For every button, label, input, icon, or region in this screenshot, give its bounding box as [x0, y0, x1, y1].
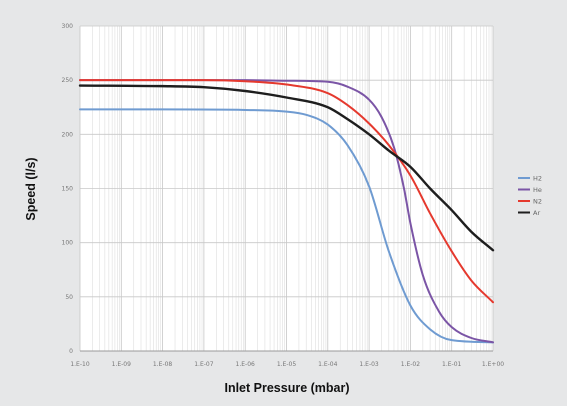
y-tick-labels: 0 50 100 150 200 250 300: [62, 23, 74, 355]
legend-label-h2: H2: [533, 174, 542, 182]
legend-label-he: He: [533, 186, 542, 194]
y-tick-label: 50: [65, 294, 73, 301]
y-tick-label: 150: [62, 186, 74, 193]
legend: H2 He N2 Ar: [518, 174, 542, 217]
y-axis-title: Speed (l/s): [24, 157, 38, 220]
x-tick-label: 1.E-05: [277, 361, 296, 368]
x-tick-label: 1.E-07: [194, 361, 213, 368]
y-tick-label: 300: [62, 23, 74, 30]
x-tick-label: 1.E-08: [153, 361, 172, 368]
x-tick-labels: 1.E-10 1.E-09 1.E-08 1.E-07 1.E-06 1.E-05 1.E-…: [70, 361, 504, 368]
y-tick-label: 200: [62, 131, 74, 138]
x-tick-label: 1.E-02: [401, 361, 420, 368]
series-line-he: [79, 79, 494, 344]
x-tick-label: 1.E-09: [112, 361, 131, 368]
x-tick-label: 1.E-01: [442, 361, 461, 368]
series-line-n2: [79, 79, 494, 304]
series-lines: [78, 79, 495, 344]
x-tick-label: 1.E-03: [359, 361, 378, 368]
legend-label-n2: N2: [533, 197, 542, 205]
series-line-h2: [79, 108, 494, 344]
x-tick-label: 1.E-10: [70, 361, 89, 368]
x-tick-label: 1.E+00: [482, 361, 504, 368]
x-axis-title: Inlet Pressure (mbar): [224, 381, 349, 395]
x-tick-label: 1.E-04: [318, 361, 337, 368]
series-line-ar: [78, 84, 495, 252]
y-tick-label: 250: [62, 77, 74, 84]
y-tick-label: 0: [69, 348, 73, 355]
legend-label-ar: Ar: [533, 209, 540, 217]
y-tick-label: 100: [62, 240, 74, 247]
x-tick-label: 1.E-06: [236, 361, 255, 368]
